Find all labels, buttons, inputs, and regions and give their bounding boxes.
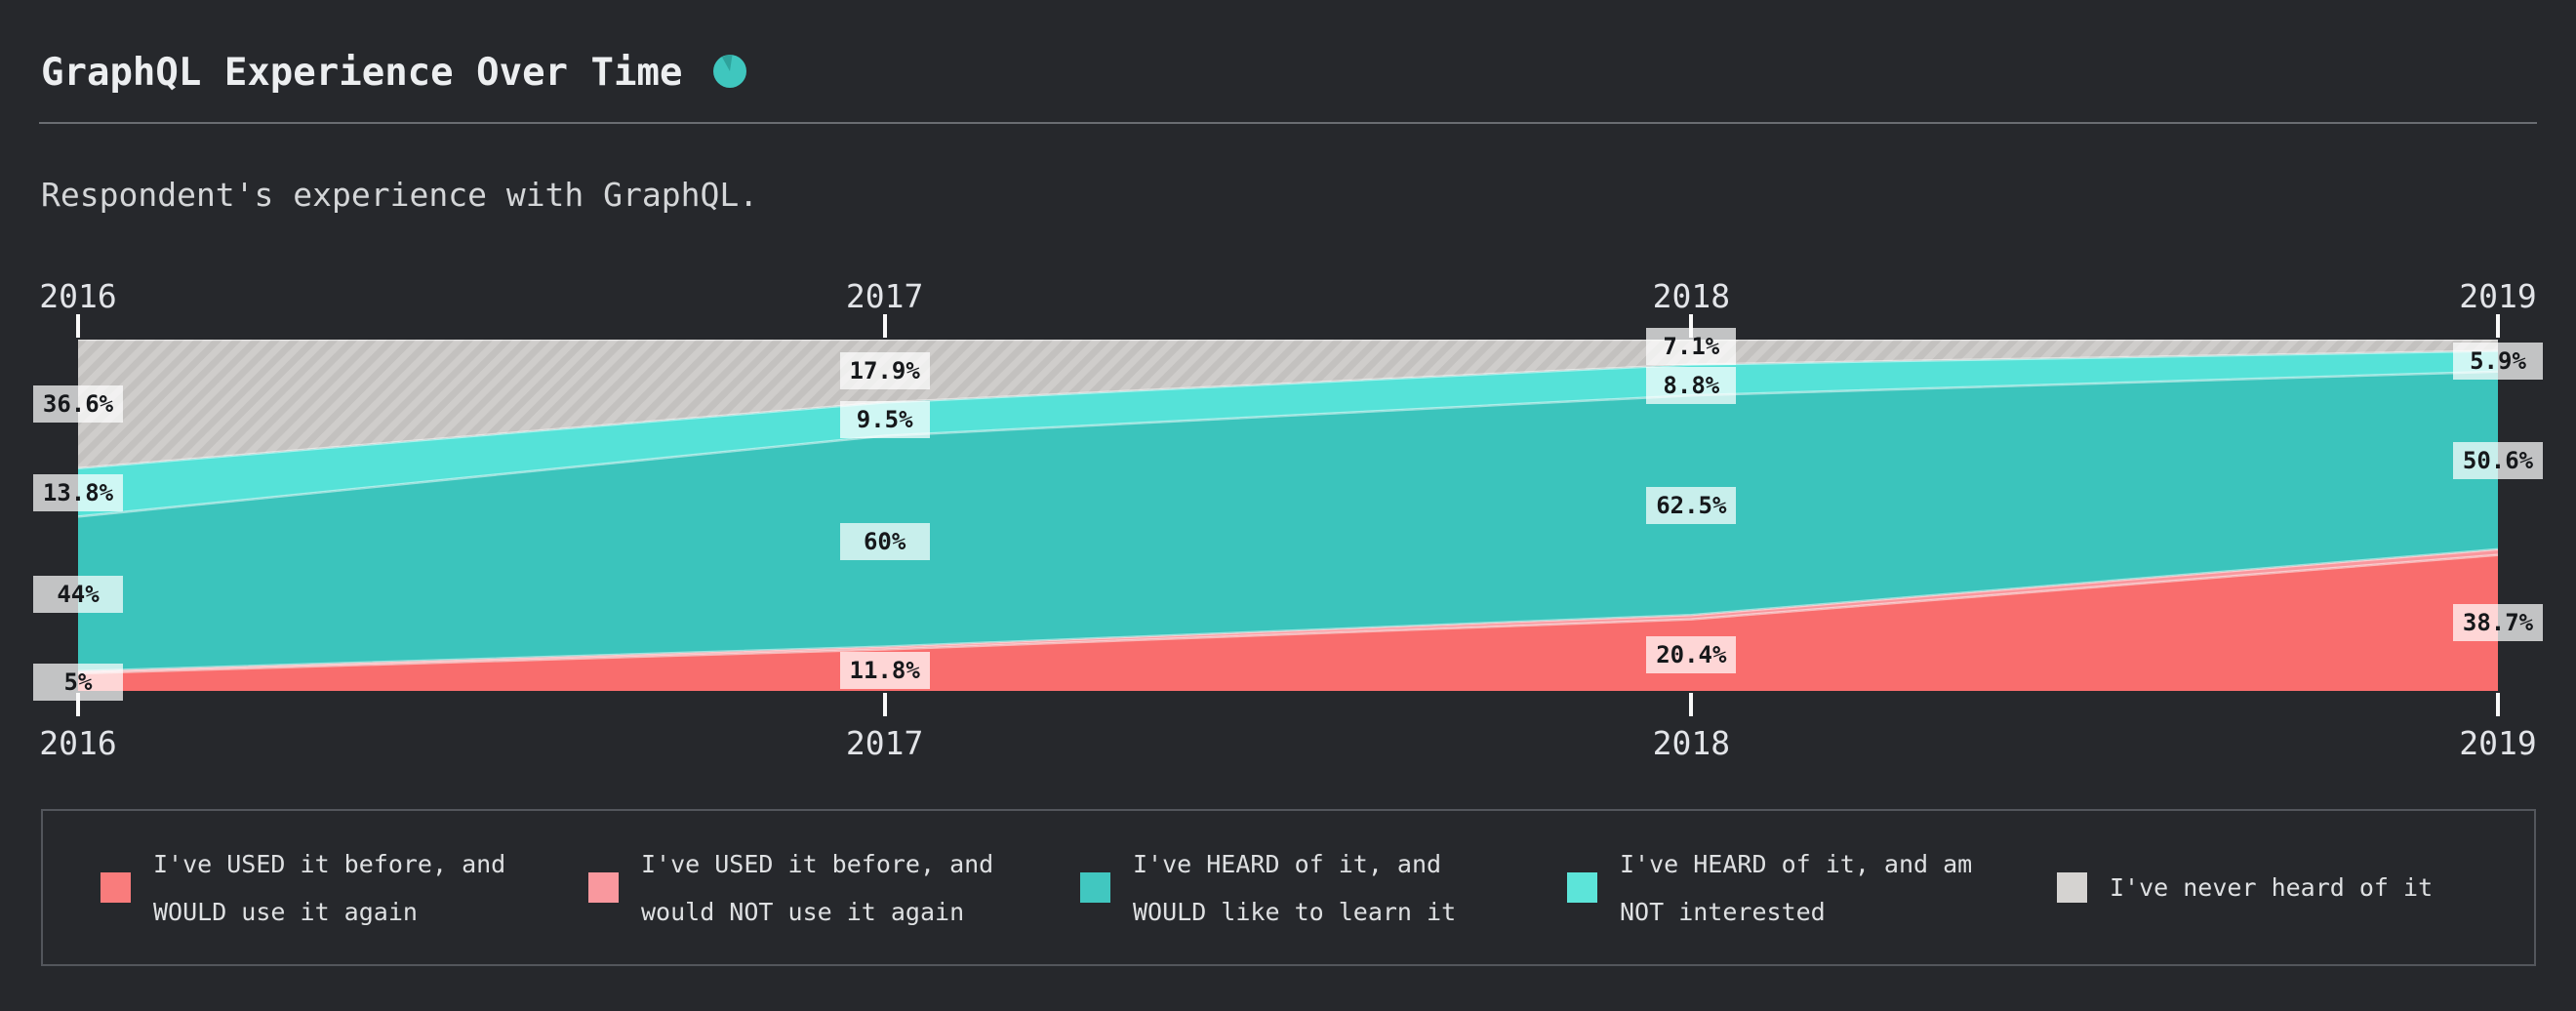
legend-item-label: I've HEARD of it, and am NOT interested: [1620, 849, 1973, 926]
year-label-top: 2017: [845, 277, 924, 315]
value-label-chip: 62.5%: [1646, 486, 1737, 524]
year-label-bottom: 2018: [1652, 724, 1731, 762]
stacked-area-chart: [78, 340, 2498, 691]
area-edge-would_use: [78, 553, 2498, 675]
axis-tick-top: [2496, 314, 2500, 338]
pie-chart-icon: [713, 55, 746, 88]
axis-tick-bottom: [882, 693, 887, 716]
value-label-chip: 17.9%: [839, 352, 930, 390]
value-label-chip: 9.5%: [839, 400, 930, 438]
legend-item-label: I've never heard of it: [2110, 873, 2434, 902]
page-title: GraphQL Experience Over Time: [41, 51, 683, 95]
value-label-chip: 20.4%: [1646, 636, 1737, 674]
axis-tick-bottom: [1689, 693, 1694, 716]
axis-tick-top: [76, 314, 80, 338]
value-label-chip: 50.6%: [2453, 441, 2543, 479]
value-label-chip: 44%: [33, 575, 123, 613]
legend: I've USED it before, and WOULD use it aga…: [41, 809, 2536, 966]
axis-tick-bottom: [76, 693, 80, 716]
value-label-chip: 13.8%: [33, 473, 123, 511]
value-label-chip: 5.9%: [2453, 343, 2543, 381]
legend-swatch: [1080, 872, 1110, 903]
legend-item-label: I've HEARD of it, and WOULD like to learn…: [1133, 849, 1457, 926]
legend-swatch: [101, 872, 131, 903]
legend-item: I've USED it before, and would NOT use it…: [588, 811, 993, 964]
title-divider: [39, 122, 2537, 124]
legend-item: I've never heard of it: [2057, 811, 2433, 964]
area-series-would_use: [78, 554, 2498, 691]
year-label-top: 2016: [39, 277, 117, 315]
value-label-chip: 7.1%: [1646, 328, 1737, 366]
area-edge-not_interested: [78, 349, 2498, 470]
legend-item: I've USED it before, and WOULD use it aga…: [101, 811, 505, 964]
year-label-top: 2019: [2459, 277, 2537, 315]
axis-tick-bottom: [2496, 693, 2500, 716]
year-label-bottom: 2017: [845, 724, 924, 762]
year-label-bottom: 2019: [2459, 724, 2537, 762]
axis-tick-top: [882, 314, 887, 338]
axis-tick-top: [1689, 314, 1694, 338]
value-label-chip: 60%: [839, 522, 930, 560]
legend-item: I've HEARD of it, and WOULD like to learn…: [1080, 811, 1456, 964]
legend-swatch: [2057, 872, 2087, 903]
year-label-top: 2018: [1652, 277, 1731, 315]
area-edge-not_use: [78, 547, 2498, 673]
legend-swatch: [588, 872, 619, 903]
legend-item: I've HEARD of it, and am NOT interested: [1567, 811, 1972, 964]
area-series-learn: [78, 371, 2498, 671]
legend-item-label: I've USED it before, and WOULD use it aga…: [153, 849, 506, 926]
value-label-chip: 11.8%: [839, 651, 930, 689]
legend-swatch: [1567, 872, 1597, 903]
value-label-chip: 36.6%: [33, 384, 123, 423]
value-label-chip: 8.8%: [1646, 367, 1737, 405]
area-edge-learn: [78, 370, 2498, 518]
page-subtitle: Respondent's experience with GraphQL.: [41, 176, 759, 214]
area-series-never_heard: [78, 340, 2498, 468]
value-label-chip: 38.7%: [2453, 604, 2543, 642]
legend-item-label: I've USED it before, and would NOT use it…: [641, 849, 994, 926]
year-label-bottom: 2016: [39, 724, 117, 762]
